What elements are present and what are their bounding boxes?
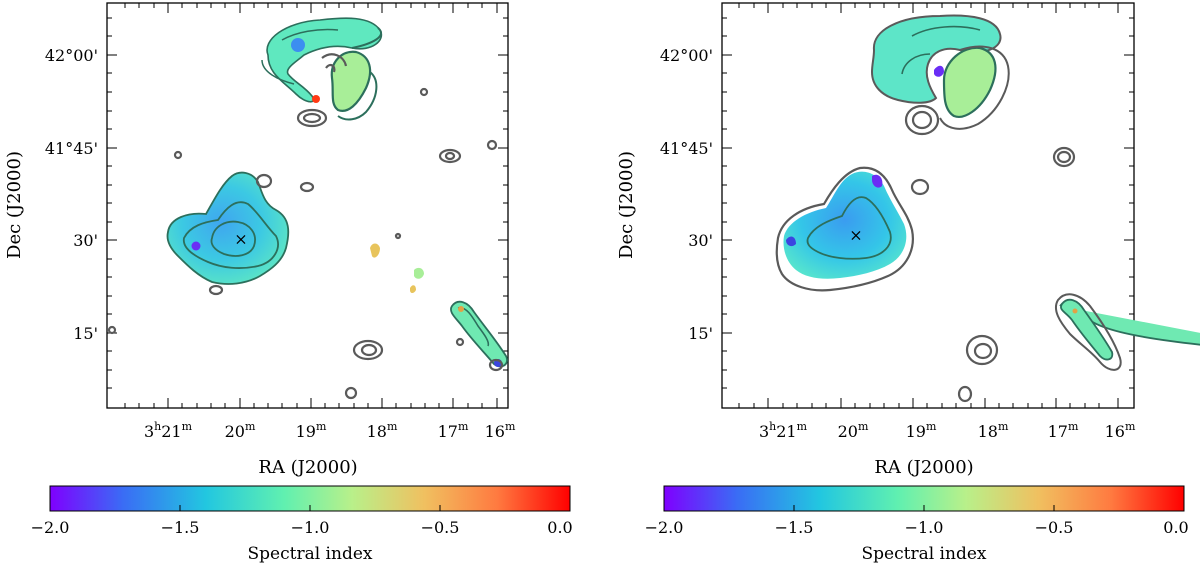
left-cbar-tick-1: −1.5 [161,518,200,537]
left-contours [107,53,504,400]
left-xtick-2: 19m [296,420,327,441]
left-speck-3 [410,285,416,293]
left-jet [450,300,508,368]
right-ytick-0: 42°00' [660,46,713,65]
left-panel: × 42°00' 41°45' 30' 15' 3h21m 20m 19m 18… [4,2,573,564]
left-speck-2 [414,267,424,279]
right-north-inner-contour [901,25,981,75]
right-cbar-tick-0: −2.0 [645,518,684,537]
left-north-blue-spot [291,38,305,52]
left-central-contour-3 [210,220,256,257]
right-panel: × 42°00' 41°45' 30' 15' 3h21m 20m 19m 18… [616,2,1200,564]
left-north-inner-contour [261,28,339,85]
left-cbar-tick-3: −0.5 [421,518,460,537]
right-ylabel: Dec (J2000) [616,151,637,259]
right-jet-body [1060,298,1114,361]
left-central-contour-2 [182,201,279,269]
right-north-lobe [942,46,997,118]
left-xtick-5: 16m [485,420,516,441]
left-xlabel: RA (J2000) [258,457,357,478]
left-xtick-labels: 3h21m 20m 19m 18m 17m 16m [144,420,516,441]
left-ytick-0: 42°00' [45,46,98,65]
right-xtick-3: 18m [978,420,1009,441]
right-north-source [870,14,1002,104]
right-central-outer-contour [775,166,914,292]
right-center-marker: × [849,226,862,245]
left-ytick-2: 30' [73,231,98,250]
left-cbar-tick-4: 0.0 [547,518,572,537]
left-ytick-3: 15' [73,324,98,343]
left-xtick-3: 18m [367,420,398,441]
left-colorbar-ticks [179,505,441,511]
right-cbar-tick-2: −1.0 [905,518,944,537]
right-jet-core [1072,308,1078,314]
left-y-ticks [107,17,508,389]
right-central-purple-edge [872,174,883,188]
left-ylabel: Dec (J2000) [4,151,25,259]
left-center-marker: × [234,230,247,249]
left-xtick-1: 20m [225,420,256,441]
right-xtick-0: 3h21m [759,420,808,441]
right-spectral-map [775,14,1200,371]
left-north-lobe-arc [337,27,382,121]
left-cbar-tick-0: −2.0 [31,518,70,537]
left-spectral-map [166,17,508,368]
right-contours [904,104,1076,403]
right-ytick-3: 15' [688,324,713,343]
right-cbar-tick-3: −0.5 [1035,518,1074,537]
right-xtick-5: 16m [1105,420,1136,441]
left-jet-core [458,306,464,312]
right-central-purple-west [786,236,796,247]
right-jet-outer [1054,293,1122,371]
right-ytick-2: 30' [688,231,713,250]
left-xtick-0: 3h21m [144,420,193,441]
left-colorbar-label: Spectral index [248,544,373,564]
left-central-purple-spot [191,241,201,251]
left-ytick-1: 41°45' [45,139,98,158]
left-plot-frame [106,2,509,409]
right-colorbar-label: Spectral index [862,544,987,564]
right-central-source [783,171,907,279]
right-x-ticks [738,3,1119,408]
right-xtick-4: 17m [1048,420,1079,441]
right-y-ticks [722,17,1134,389]
right-xlabel: RA (J2000) [874,457,973,478]
left-speck-1 [370,243,380,258]
right-cbar-tick-1: −1.5 [775,518,814,537]
left-north-lobe [330,50,372,112]
left-jet-inner [457,306,490,347]
right-north-purple-notch [934,65,944,77]
right-ytick-1: 41°45' [660,139,713,158]
left-north-red-spot [312,95,320,103]
right-colorbar-ticks [793,505,1055,511]
right-xtick-labels: 3h21m 20m 19m 18m 17m 16m [759,420,1136,441]
left-xtick-4: 17m [438,420,469,441]
left-x-ticks [124,3,498,408]
right-cbar-tick-4: 0.0 [1163,518,1188,537]
right-central-contour-2 [806,196,892,260]
right-xtick-2: 19m [906,420,937,441]
right-xtick-1: 20m [838,420,869,441]
right-north-outer-lobe [939,45,1010,130]
left-cbar-tick-2: −1.0 [291,518,330,537]
right-plot-frame [721,2,1135,409]
